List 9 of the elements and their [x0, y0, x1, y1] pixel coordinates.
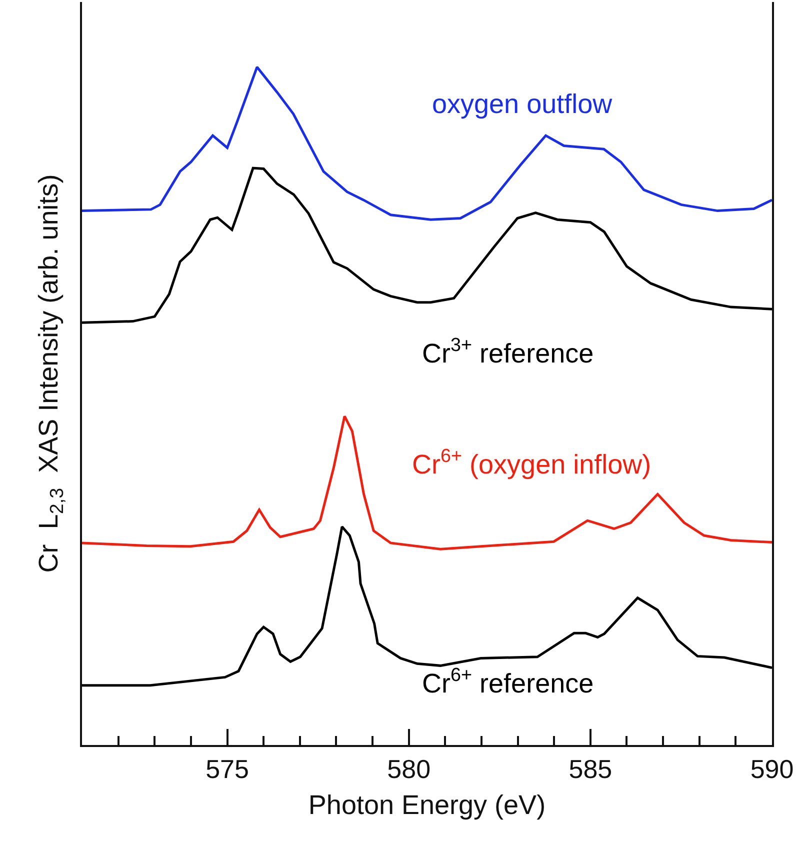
series-label: oxygen outflow	[432, 89, 613, 119]
series-label: Cr$^{6+}$ reference	[422, 665, 594, 698]
series-label: Cr$^{3+}$ reference	[422, 335, 594, 368]
series-label: Cr$^{6+}$ (oxygen inflow)	[412, 446, 652, 480]
x-tick-label: 575	[206, 754, 249, 784]
x-tick-label: 580	[387, 754, 431, 784]
x-tick-label: 590	[750, 754, 794, 784]
x-axis-title: Photon Energy (eV)	[308, 790, 546, 820]
x-tick-label: 585	[568, 754, 612, 784]
